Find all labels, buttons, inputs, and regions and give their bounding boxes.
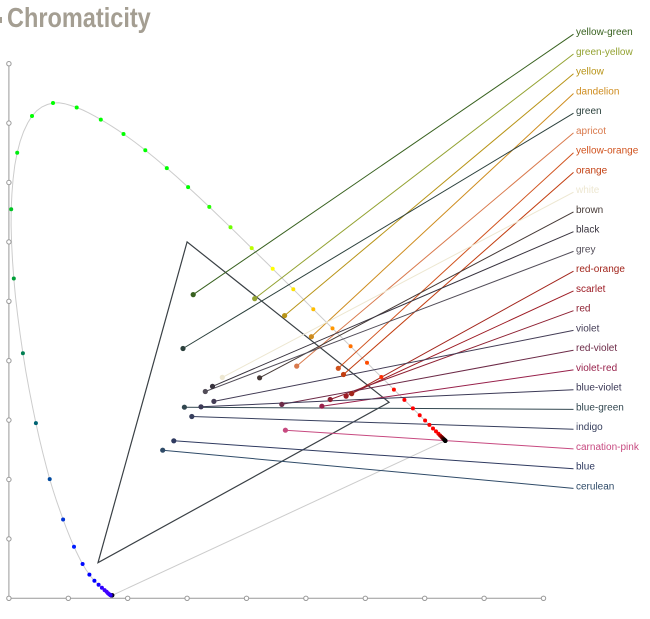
- svg-text:white: white: [575, 185, 600, 196]
- svg-text:red: red: [576, 304, 590, 315]
- svg-text:grey: grey: [576, 244, 595, 255]
- svg-text:yellow-orange: yellow-orange: [576, 146, 639, 157]
- svg-text:green: green: [576, 106, 602, 117]
- svg-text:red-orange: red-orange: [576, 264, 625, 275]
- svg-text:blue: blue: [576, 462, 595, 473]
- svg-text:orange: orange: [576, 165, 608, 176]
- svg-text:violet: violet: [576, 323, 600, 334]
- svg-text:red-violet: red-violet: [576, 343, 617, 354]
- svg-text:apricot: apricot: [576, 126, 606, 137]
- svg-text:green-yellow: green-yellow: [576, 47, 633, 58]
- svg-text:yellow: yellow: [576, 67, 605, 78]
- svg-text:dandelion: dandelion: [576, 87, 619, 98]
- svg-text:scarlet: scarlet: [576, 284, 606, 295]
- svg-text:carnation-pink: carnation-pink: [576, 442, 640, 453]
- svg-text:cerulean: cerulean: [576, 481, 614, 492]
- svg-text:violet-red: violet-red: [576, 363, 617, 374]
- svg-text:blue-violet: blue-violet: [576, 383, 622, 394]
- svg-text:indigo: indigo: [576, 422, 603, 433]
- svg-text:brown: brown: [576, 205, 603, 216]
- svg-text:blue-green: blue-green: [576, 402, 624, 413]
- svg-text:black: black: [576, 225, 600, 236]
- svg-text:yellow-green: yellow-green: [576, 27, 633, 38]
